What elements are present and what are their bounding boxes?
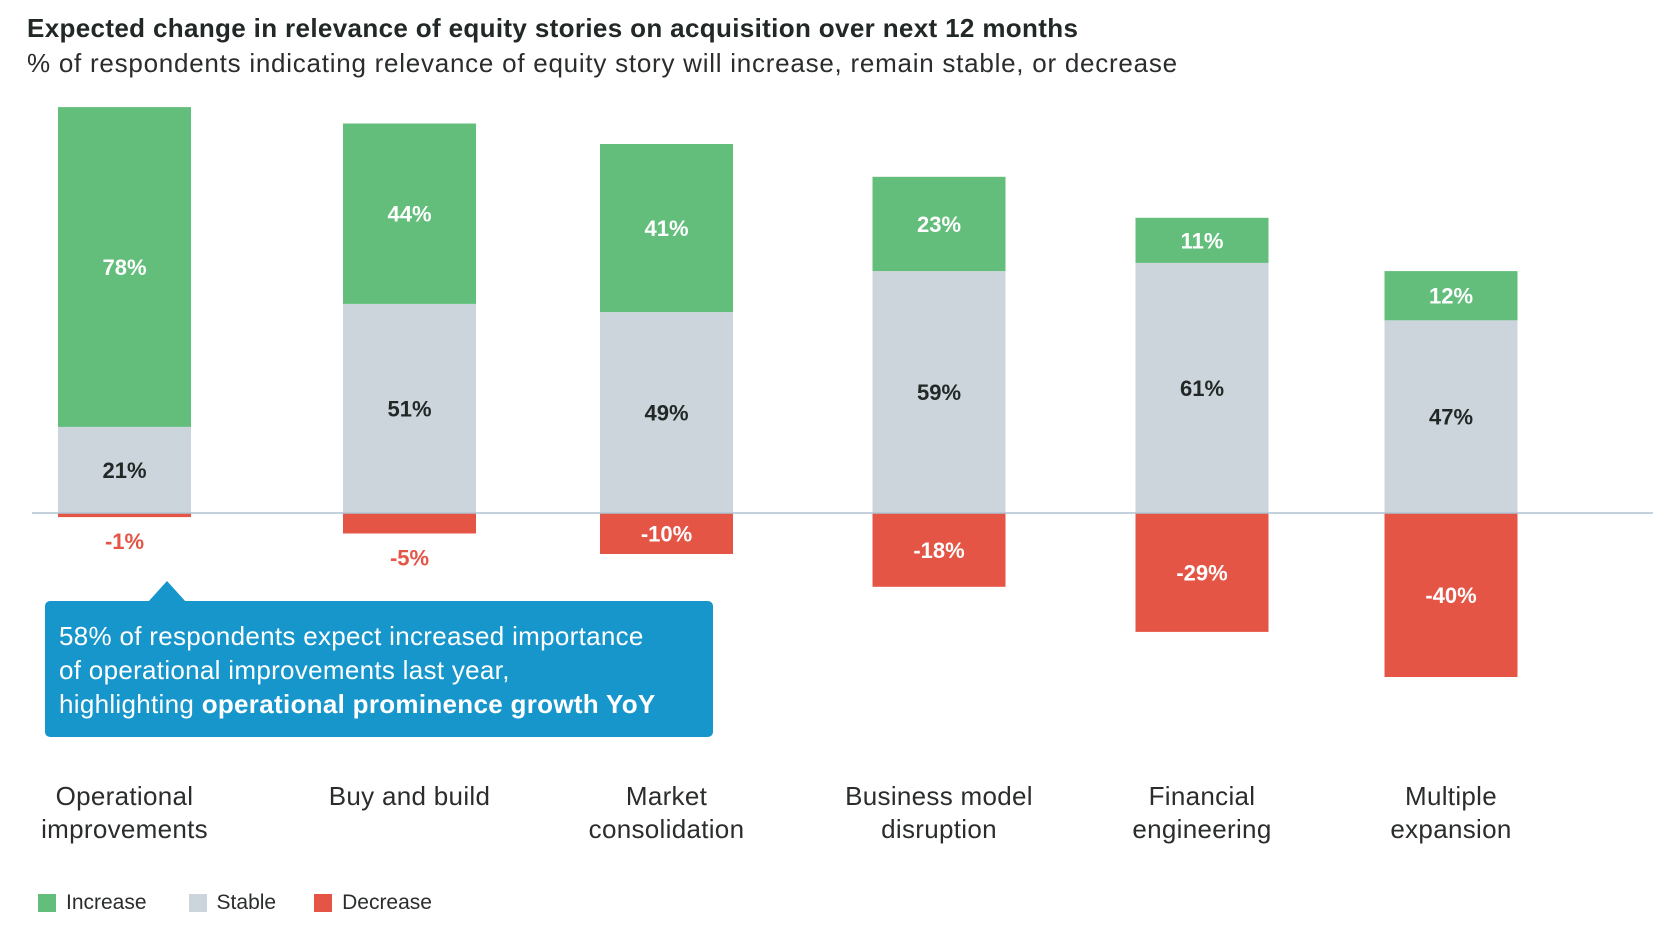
category-label-line: Operational	[55, 781, 194, 811]
category-label: Operational improvements	[0, 780, 255, 846]
legend: Increase Stable Decrease	[38, 891, 462, 915]
chart-subtitle: % of respondents indicating relevance of…	[27, 48, 1178, 78]
bar-decrease	[872, 513, 1006, 587]
category-label-line: Market	[625, 781, 708, 811]
bar-stable	[343, 303, 476, 513]
bar-decrease	[600, 513, 733, 554]
data-label-decrease: -40%	[1425, 583, 1476, 608]
data-label-increase: 78%	[102, 255, 146, 280]
bar-increase	[600, 144, 733, 313]
bar-increase	[58, 107, 191, 427]
bar-stable	[872, 271, 1006, 513]
data-label-increase: 23%	[917, 212, 961, 237]
legend-swatch-decrease	[314, 894, 333, 912]
bar-group	[1384, 271, 1518, 677]
data-label-stable: 47%	[1429, 405, 1473, 430]
data-label-decrease: -29%	[1176, 560, 1227, 585]
callout-line-2: of operational improvements last year,	[59, 655, 510, 685]
data-label-stable: 51%	[387, 396, 431, 421]
bar-decrease	[58, 513, 191, 518]
callout-line-1: 58% of respondents expect increased impo…	[59, 621, 644, 651]
category-label-line: improvements	[41, 814, 208, 844]
data-label-decrease: -1%	[105, 529, 144, 554]
data-label-decrease: -10%	[641, 522, 692, 547]
bar-decrease	[1135, 513, 1269, 632]
bar-stable	[600, 312, 733, 513]
bar-increase	[872, 176, 1006, 272]
bar-increase	[343, 123, 476, 304]
data-label-increase: 41%	[644, 216, 688, 241]
category-label: Multiple expansion	[1321, 780, 1581, 846]
category-label-line: consolidation	[588, 814, 745, 844]
category-label-line: expansion	[1390, 814, 1512, 844]
legend-label-increase: Increase	[66, 891, 147, 914]
data-label-stable: 61%	[1180, 376, 1224, 401]
legend-item-stable: Stable	[188, 891, 277, 915]
category-label: Market consolidation	[537, 780, 797, 846]
data-label-increase: 11%	[1181, 228, 1224, 253]
data-label-decrease: -18%	[913, 538, 964, 563]
category-label-line: Business model	[845, 781, 1033, 811]
callout-line-3-regular: highlighting	[59, 689, 202, 719]
data-label-decrease: -5%	[390, 546, 429, 571]
category-label-line: disruption	[881, 814, 997, 844]
bar-increase	[1135, 217, 1269, 263]
callout-line-3: highlighting operational prominence grow…	[59, 687, 713, 721]
callout-box: 58% of respondents expect increased impo…	[45, 601, 713, 737]
legend-swatch-increase	[38, 894, 56, 912]
bar-group	[872, 176, 1006, 587]
bar-stable	[58, 426, 191, 513]
category-label-line: Financial	[1148, 781, 1256, 811]
bar-stable	[1384, 320, 1518, 513]
data-label-stable: 49%	[644, 401, 688, 426]
bar-decrease	[1384, 513, 1518, 677]
legend-item-decrease: Decrease	[314, 891, 432, 915]
bar-group	[58, 107, 191, 518]
bar-group	[600, 144, 733, 554]
legend-label-stable: Stable	[216, 891, 277, 914]
bar-increase	[1384, 271, 1518, 321]
bar-decrease	[343, 513, 476, 534]
legend-label-decrease: Decrease	[342, 891, 432, 914]
category-label: Business model disruption	[809, 780, 1069, 846]
bar-group	[343, 123, 476, 534]
bar-group	[1135, 217, 1269, 632]
bar-stable	[1135, 262, 1269, 513]
data-label-stable: 21%	[102, 458, 146, 483]
callout-highlight: operational prominence growth YoY	[201, 689, 656, 719]
data-label-stable: 59%	[917, 380, 961, 405]
category-label-line: engineering	[1132, 814, 1272, 844]
callout-pointer	[148, 581, 186, 602]
category-label: Financial engineering	[1072, 780, 1332, 846]
category-label-line: Multiple	[1405, 781, 1497, 811]
chart-title: Expected change in relevance of equity s…	[27, 13, 1079, 43]
legend-swatch-stable	[188, 894, 207, 912]
legend-item-increase: Increase	[38, 891, 147, 915]
data-label-increase: 44%	[387, 202, 431, 227]
category-label-line: Buy and build	[328, 781, 491, 811]
data-label-increase: 12%	[1429, 284, 1473, 309]
category-label: Buy and build	[280, 780, 540, 813]
